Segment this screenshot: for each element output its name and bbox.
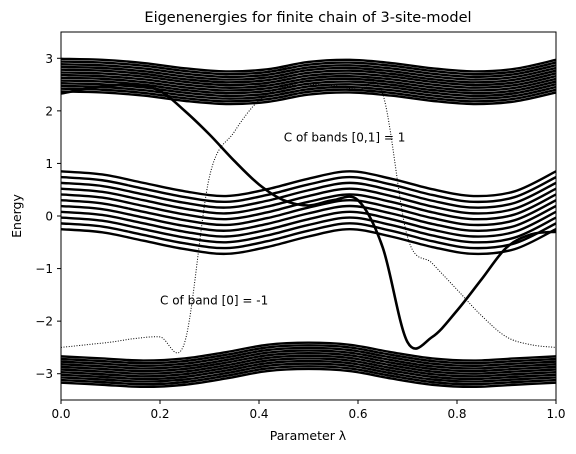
band-0-level-1 [61, 87, 556, 103]
x-tick-label: 0.4 [249, 407, 268, 421]
x-axis: 0.0 0.2 0.4 0.6 0.8 1.0 [51, 400, 566, 421]
band-0-level-9 [61, 65, 556, 81]
y-tick-label: −3 [35, 367, 53, 381]
chern-annotation: C of band [0] = -1 [160, 294, 268, 308]
band-0-level-11 [61, 60, 556, 76]
x-axis-label: Parameter λ [270, 428, 347, 443]
energy-band-0 [61, 57, 556, 106]
band-0-level-0 [61, 90, 556, 106]
band-2-level-5 [61, 354, 556, 375]
band-0-level-12 [61, 57, 556, 73]
band-0-level-10 [61, 63, 556, 79]
x-tick-label: 0.8 [447, 407, 466, 421]
band-1-level-4 [61, 204, 556, 232]
band-1-level-7 [61, 187, 556, 215]
x-tick-label: 1.0 [546, 407, 565, 421]
band-2-level-9 [61, 344, 556, 365]
y-tick-label: 1 [45, 157, 53, 171]
chern-annotation: C of bands [0,1] = 1 [284, 131, 406, 145]
band-2-level-7 [61, 349, 556, 370]
band-0-level-8 [61, 68, 556, 84]
plot-area [61, 57, 556, 389]
y-tick-label: 3 [45, 52, 53, 66]
energy-band-2 [61, 341, 556, 389]
band-0-level-5 [61, 76, 556, 92]
band-1-level-10 [61, 170, 556, 198]
band-1-level-0 [61, 227, 556, 256]
band-1-level-6 [61, 193, 556, 221]
energy-band-1 [61, 170, 556, 256]
x-tick-label: 0.6 [348, 407, 367, 421]
band-2-level-3 [61, 359, 556, 381]
band-2-level-10 [61, 341, 556, 362]
x-tick-label: 0.2 [150, 407, 169, 421]
band-1-level-5 [61, 199, 556, 227]
y-tick-label: 0 [45, 210, 53, 224]
band-2-level-4 [61, 357, 556, 378]
band-0-level-4 [61, 79, 556, 95]
band-0-level-6 [61, 73, 556, 89]
band-0-level-3 [61, 82, 556, 98]
chart-title: Eigenenergies for finite chain of 3-site… [144, 10, 471, 26]
y-tick-label: −2 [35, 315, 53, 329]
band-1-level-2 [61, 216, 556, 244]
band-2-level-6 [61, 352, 556, 373]
band-2-level-8 [61, 346, 556, 368]
band-1-level-3 [61, 210, 556, 238]
edge-state-dotted [61, 81, 556, 354]
band-2-level-1 [61, 365, 556, 386]
band-1-level-9 [61, 175, 556, 204]
band-0-level-2 [61, 84, 556, 100]
band-0-level-7 [61, 71, 556, 87]
band-2-level-2 [61, 362, 556, 383]
y-axis: −3 −2 −1 0 1 2 3 [35, 52, 61, 381]
band-2-level-0 [61, 367, 556, 389]
edge-state-bold [61, 83, 556, 350]
y-tick-label: −1 [35, 262, 53, 276]
y-tick-label: 2 [45, 104, 53, 118]
x-tick-label: 0.0 [51, 407, 70, 421]
annotations: C of bands [0,1] = 1 C of band [0] = -1 [160, 131, 405, 308]
band-1-level-1 [61, 222, 556, 250]
y-axis-label: Energy [9, 194, 24, 238]
band-1-level-8 [61, 181, 556, 209]
